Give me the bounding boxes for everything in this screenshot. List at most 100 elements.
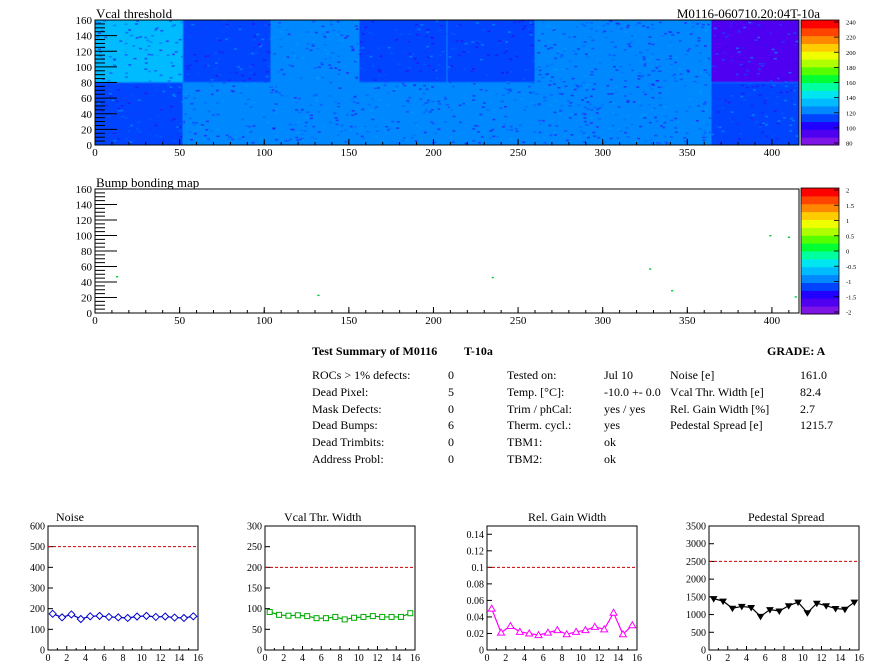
pixel-cell [135,37,139,39]
pixel-cell [215,89,219,92]
pixel-cell [557,86,561,89]
noise-series-line [52,613,194,620]
pixel-cell [426,101,430,104]
pixel-cell [328,64,332,66]
pixel-cell [226,27,230,30]
pixel-cell [536,93,540,95]
pixel-cell [541,21,545,24]
pixel-cell [788,71,792,74]
pixel-cell [614,46,618,48]
pixel-cell [358,50,362,52]
pixel-cell [604,36,608,39]
pixel-cell [623,118,627,121]
pixel-cell [432,69,436,71]
pixel-cell [113,59,117,61]
vcal-thr-width-ytick-label: 200 [247,563,262,574]
pixel-cell [645,49,649,51]
pixel-cell [177,92,181,94]
pixel-cell [294,43,298,46]
pixel-cell [620,27,624,30]
vcal-colorbar-swatch [801,113,839,123]
pixel-cell [626,136,630,138]
pixel-cell [246,79,250,81]
module-label: M0116-060710.20:04T-10a [677,6,820,21]
pixel-cell [537,39,541,42]
pixel-cell [476,42,480,44]
pixel-cell [494,54,498,57]
pixel-cell [337,61,341,63]
pixel-cell [593,83,597,85]
pixel-cell [293,55,297,57]
pixel-cell [544,45,548,47]
pixel-cell [96,36,100,38]
pixel-cell [309,104,313,107]
pixel-cell [614,91,618,94]
pixel-cell [179,136,183,138]
noise-point [179,613,189,623]
pixel-cell [655,80,659,82]
pixel-cell [512,79,516,82]
pixel-cell [314,67,318,69]
pixel-cell [704,109,708,111]
pixel-cell [739,102,743,105]
pedestal-spread-ytick-label: 2000 [686,575,706,586]
pixel-cell [312,20,316,23]
pixel-cell [99,113,103,116]
pixel-cell [316,48,320,50]
pixel-cell [595,126,599,128]
pixel-cell [316,77,320,80]
pixel-cell [172,118,176,120]
pixel-cell [517,91,521,94]
pixel-cell [424,102,428,104]
pixel-cell [274,103,278,105]
pixel-cell [338,87,342,90]
pixel-cell [634,54,638,57]
pixel-cell [575,26,579,28]
pixel-cell [236,35,240,37]
pixel-cell [657,65,661,68]
pixel-cell [584,134,588,136]
pedestal-spread-point [784,603,793,610]
pixel-cell [695,81,699,84]
pixel-cell [705,58,709,61]
pixel-cell [277,71,281,73]
vcal-thr-width-ytick-label: 0 [257,646,262,657]
pixel-cell [472,95,476,97]
pixel-cell [150,54,154,56]
pixel-cell [128,86,132,89]
pixel-cell [659,21,663,24]
pedestal-spread-point [766,607,774,614]
pixel-cell [569,101,573,104]
pixel-cell [585,124,589,126]
pixel-cell [718,126,722,129]
pixel-cell [245,125,249,127]
pixel-cell [586,56,590,59]
pixel-cell [267,65,271,67]
bump-colorbar-swatch [801,251,839,260]
pedestal-spread-point [747,604,756,612]
pixel-cell [659,104,663,106]
pixel-cell [117,109,121,112]
pixel-cell [750,117,754,119]
pixel-cell [730,94,734,97]
pixel-cell [747,136,751,138]
pixel-cell [333,112,337,114]
pixel-cell [112,132,116,135]
pixel-cell [593,135,597,137]
pedestal-spread-point [709,596,718,603]
rel-gain-width-point [627,620,637,629]
vcal-thr-width-series-line [269,611,411,621]
defect-label-0: ROCs > 1% defects: [312,368,411,382]
test-info-label-4: TBM1: [507,435,543,450]
pixel-cell [496,135,500,138]
noise-xtick-label: 2 [64,653,69,664]
pixel-cell [573,36,577,38]
pixel-cell [189,32,193,35]
pixel-cell [684,53,688,56]
pixel-cell [427,65,431,67]
pixel-cell [414,140,418,142]
pixel-cell [450,109,454,112]
pixel-cell [748,21,752,24]
pixel-cell [252,73,256,76]
pixel-cell [448,81,452,84]
